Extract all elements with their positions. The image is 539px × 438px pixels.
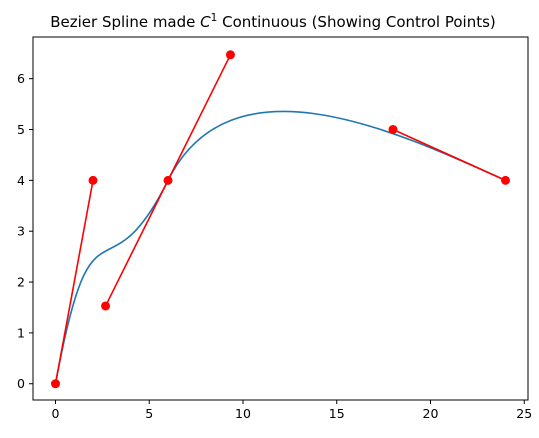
control-point-0	[51, 379, 60, 389]
control-point-6	[501, 175, 510, 185]
x-tick-label-3: 15	[329, 406, 345, 421]
control-polygon-2	[392, 128, 506, 182]
control-point-1	[88, 175, 98, 185]
chart-title-math-base: C	[200, 13, 211, 31]
plot-frame	[32, 36, 529, 401]
chart-title: Bezier Spline made C1 Continuous (Showin…	[50, 12, 496, 31]
y-tick-label-0: 0	[17, 376, 25, 391]
x-tick-label-1: 5	[145, 406, 153, 421]
control-point-2	[101, 301, 111, 311]
bezier-curve-segment-1	[167, 110, 506, 182]
control-point-3	[163, 175, 173, 185]
y-axis: 0 1 2 3 4 5 6	[17, 71, 33, 391]
x-tick-label-2: 10	[235, 406, 251, 421]
x-tick-label-0: 0	[52, 406, 60, 421]
plot-content	[51, 50, 510, 389]
x-axis: 0 5 10 15 20 25	[52, 400, 532, 421]
y-tick-label-6: 6	[17, 71, 25, 86]
y-tick-label-5: 5	[17, 122, 25, 137]
bezier-curve-segment-0	[54, 180, 169, 384]
control-point-5	[388, 125, 398, 135]
x-tick-label-5: 25	[516, 406, 532, 421]
chart-title-math-sup: 1	[211, 12, 218, 24]
y-tick-label-3: 3	[17, 224, 25, 239]
y-tick-label-1: 1	[17, 325, 25, 340]
control-polygon-0	[54, 180, 94, 384]
chart-title-suffix: Continuous (Showing Control Points)	[217, 13, 495, 31]
x-tick-label-4: 20	[423, 406, 439, 421]
y-tick-label-4: 4	[17, 173, 25, 188]
control-point-4	[225, 50, 235, 60]
y-tick-label-2: 2	[17, 275, 25, 290]
chart-title-prefix: Bezier Spline made	[50, 13, 200, 31]
